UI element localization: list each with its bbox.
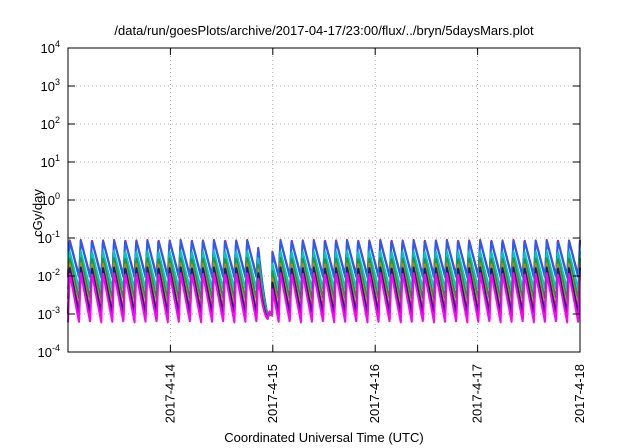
- x-tick-label: 2017-4-15: [265, 364, 280, 423]
- y-tick-label: 10-1: [38, 229, 60, 246]
- y-tick-label: 104: [41, 39, 60, 56]
- x-tick-label: 2017-4-16: [367, 364, 382, 423]
- chart-title: /data/run/goesPlots/archive/2017-04-17/2…: [114, 23, 534, 38]
- plot-frame: [67, 47, 581, 353]
- ticks: 10-4 10-3 10-2 10-1 100 101 102 103 104 2017-4-14…: [38, 39, 587, 423]
- y-tick-label: 10-4: [38, 343, 60, 360]
- y-tick-label: 101: [41, 153, 60, 170]
- y-tick-label: 100: [41, 191, 60, 208]
- y-tick-label: 10-2: [38, 267, 60, 284]
- y-tick-label: 102: [41, 115, 60, 132]
- y-axis-label: cGy/day: [30, 189, 45, 237]
- series-group: [67, 238, 581, 324]
- y-tick-label: 103: [41, 77, 60, 94]
- series-line-7: [67, 272, 581, 324]
- x-tick-label: 2017-4-18: [572, 364, 587, 423]
- x-axis-label: Coordinated Universal Time (UTC): [224, 430, 423, 445]
- x-tick-label: 2017-4-14: [162, 364, 177, 423]
- y-tick-label: 10-3: [38, 305, 60, 322]
- x-tick-label: 2017-4-17: [470, 364, 485, 423]
